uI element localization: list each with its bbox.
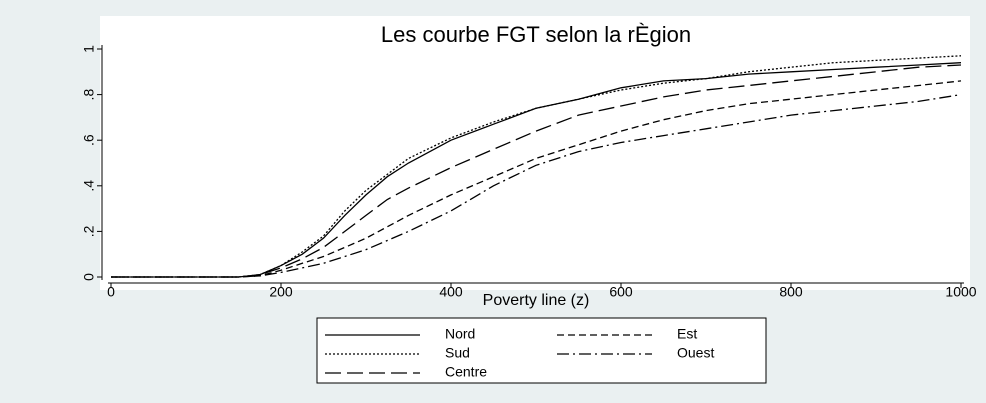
legend-label: Ouest (677, 345, 714, 361)
legend-label: Centre (445, 364, 487, 380)
x-tick-label: 1000 (945, 284, 976, 300)
legend (316, 317, 767, 384)
y-tick-label: .4 (81, 180, 97, 192)
line-series (111, 64, 962, 278)
line-series (111, 55, 962, 278)
plot-area (100, 16, 970, 290)
y-tick-label: .6 (81, 134, 97, 146)
x-tick-label: 0 (107, 284, 115, 300)
x-tick-label: 400 (439, 284, 463, 300)
y-tick-label: .2 (81, 225, 97, 237)
y-tick-label: .8 (81, 89, 97, 101)
line-series (111, 93, 962, 278)
x-axis-label: Poverty line (z) (483, 292, 590, 309)
legend-label: Nord (445, 326, 475, 342)
chart-title: Les courbe FGT selon la rÈgion (381, 22, 691, 47)
legend-label: Sud (445, 345, 470, 361)
legend-label: Est (677, 326, 697, 342)
x-tick-label: 800 (779, 284, 803, 300)
line-series (111, 80, 962, 278)
y-tick-label: 1 (81, 45, 97, 53)
y-tick-label: 0 (81, 273, 97, 281)
x-tick-label: 600 (609, 284, 633, 300)
x-tick-label: 200 (269, 284, 293, 300)
